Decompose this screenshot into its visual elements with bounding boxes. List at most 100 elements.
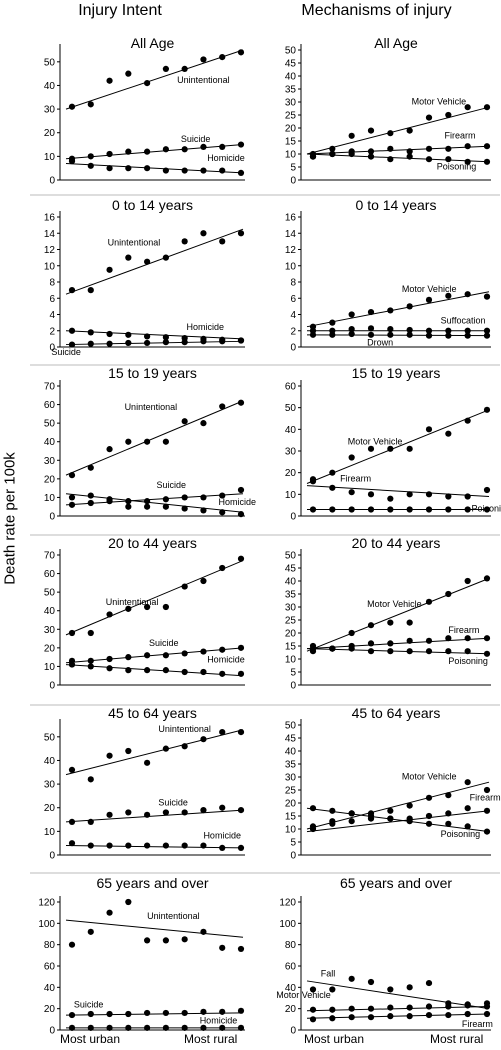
panel-intent-15-to-19-years-unintentional-point <box>237 399 245 406</box>
panel-mechanism-45-to-64-years-firearm-point <box>483 807 491 814</box>
panel-mechanism-65-years-and-over-y-tick-label: 20 <box>285 1004 297 1015</box>
panel-intent-15-to-19-years-unintentional-point <box>125 438 132 445</box>
panel-mechanism-20-to-44-years-y-tick-label: 45 <box>285 564 297 575</box>
panel-intent-45-to-64-years-unintentional-point <box>181 743 188 750</box>
panel-intent-45-to-64-years-y-tick-label: 40 <box>44 756 56 767</box>
panel-mechanism-all-age-y-tick-label: 10 <box>285 150 297 161</box>
panel-mechanism-65-years-and-over-firearm-trendline <box>306 1013 490 1019</box>
panel-mechanism-0-to-14-years-suffocation-point <box>483 327 491 334</box>
panel-intent-0-to-14-years-title: 0 to 14 years <box>112 197 193 213</box>
panel-mechanism-65-years-and-over-motor-vehicle-point <box>309 1006 317 1013</box>
panel-mechanism-all-age-motor-vehicle-point <box>445 111 452 119</box>
panel-mechanism-15-to-19-years-title: 15 to 19 years <box>352 365 441 381</box>
panel-mechanism-45-to-64-years-firearm-point <box>309 825 317 833</box>
panel-mechanism-20-to-44-years-motor-vehicle-point <box>425 598 433 605</box>
panel-intent-15-to-19-years-unintentional-point <box>144 438 151 445</box>
panel-intent-15-to-19-years-suicide-point <box>237 486 245 494</box>
panel-intent-20-to-44-years-title: 20 to 44 years <box>108 535 197 551</box>
panel-mechanism-all-age-y-tick-label: 20 <box>285 124 297 135</box>
panel-intent-0-to-14-years-suicide-point <box>181 339 188 346</box>
panel-mechanism-65-years-and-over-fall-trendline <box>306 980 490 1010</box>
panel-intent-65-years-and-over-homicide-point <box>200 1024 207 1031</box>
panel-mechanism-15-to-19-years-motor-vehicle-trendline <box>306 409 490 484</box>
panel-mechanism-15-to-19-years-motor-vehicle-point <box>445 430 452 437</box>
panel-intent-20-to-44-years-suicide-point <box>219 646 226 653</box>
panel-mechanism-20-to-44-years-firearm-point <box>425 637 433 644</box>
panel-intent-15-to-19-years-homicide-point <box>200 507 207 514</box>
panel-intent-45-to-64-years-suicide-point <box>162 809 169 816</box>
panel-mechanism-all-age-y-tick-label: 45 <box>285 59 297 70</box>
column-title-injury-intent: Injury Intent <box>78 2 162 19</box>
panel-mechanism-15-to-19-years-y-tick-label: 20 <box>285 468 297 479</box>
panel-mechanism-0-to-14-years-drown-point <box>464 332 471 339</box>
panel-intent-45-to-64-years-suicide-point <box>106 811 113 818</box>
panel-intent-15-to-19-years-y-tick-label: 20 <box>44 474 56 485</box>
panel-mechanism-45-to-64-years-poisoning-point <box>387 815 394 822</box>
panel-mechanism-15-to-19-years-poisoning-point <box>483 506 491 513</box>
panel-intent-0-to-14-years-y-tick-label: 14 <box>44 229 56 240</box>
panel-mechanism-15-to-19-years-firearm-point <box>329 484 336 491</box>
panel-mechanism-45-to-64-years-y-tick-label: 10 <box>285 825 297 836</box>
panel-intent-15-to-19-years-suicide-point <box>68 501 76 508</box>
panel-mechanism-20-to-44-years-y-tick-label: 25 <box>285 616 297 627</box>
panel-mechanism-45-to-64-years-firearm-point <box>348 818 355 825</box>
panel-intent-45-to-64-years-suicide-point <box>200 806 207 814</box>
panel-mechanism-20-to-44-years-y-tick-label: 30 <box>285 603 297 614</box>
panel-mechanism-0-to-14-years-drown-point <box>445 332 452 339</box>
panel-intent-65-years-and-over-y-tick-label: 40 <box>44 983 56 994</box>
panel-mechanism-0-to-14-years-drown-trendline <box>306 334 490 337</box>
panel-mechanism-0-to-14-years-motor-vehicle-point <box>445 292 452 299</box>
panel-intent-all-age-unintentional-point <box>144 79 151 87</box>
panel-intent-20-to-44-years-y-tick-label: 50 <box>44 588 56 599</box>
panel-intent-45-to-64-years-suicide-trendline <box>65 809 244 823</box>
panel-intent-65-years-and-over-suicide-point <box>237 1007 245 1014</box>
panel-mechanism-20-to-44-years-motor-vehicle-label: Motor Vehicle <box>367 599 422 609</box>
panel-intent-0-to-14-years-unintentional-point <box>87 287 94 294</box>
panel-mechanism-0-to-14-years-motor-vehicle-point <box>387 307 394 314</box>
panel-mechanism-0-to-14-years-suffocation-point <box>445 327 452 334</box>
x-category-left-col-urban: Most urban <box>60 1032 121 1046</box>
panel-intent-65-years-and-over-suicide-label: Suicide <box>74 1000 104 1010</box>
panel-mechanism-20-to-44-years-y-tick-label: 5 <box>290 668 296 679</box>
panel-intent-0-to-14-years-homicide-point <box>162 334 169 341</box>
panel-mechanism-all-age-firearm-point <box>367 148 375 155</box>
panel-mechanism-all-age-y-tick-label: 25 <box>285 111 297 122</box>
panel-mechanism-0-to-14-years-suffocation-point <box>464 327 471 334</box>
panel-mechanism-45-to-64-years-motor-vehicle-point <box>425 794 433 801</box>
panel-intent-65-years-and-over-homicide-point <box>181 1024 188 1031</box>
panel-mechanism-65-years-and-over-motor-vehicle-point <box>348 1005 355 1012</box>
panel-intent-65-years-and-over-unintentional-trendline <box>65 919 244 938</box>
panel-mechanism-15-to-19-years-firearm-point <box>483 486 491 494</box>
panel-mechanism-0-to-14-years-drown-label: Drown <box>367 337 393 347</box>
panel-intent-20-to-44-years-unintentional-point <box>200 577 207 585</box>
panel-intent-0-to-14-years-homicide-trendline <box>65 330 244 340</box>
panel-mechanism-65-years-and-over-motor-vehicle-point <box>329 1006 336 1013</box>
panel-intent-45-to-64-years-suicide-point <box>237 806 245 814</box>
panel-mechanism-all-age-poisoning-point <box>387 156 394 163</box>
panel-mechanism-all-age-poisoning-point <box>309 153 317 160</box>
panel-intent-45-to-64-years-unintentional-point <box>106 752 113 759</box>
panel-mechanism-0-to-14-years-suffocation-point <box>367 325 375 332</box>
panel-intent-65-years-and-over-suicide-point <box>106 1010 113 1018</box>
panel-intent-15-to-19-years-homicide-point <box>125 503 132 510</box>
panel-intent-65-years-and-over-homicide-point <box>125 1024 132 1031</box>
panel-mechanism-65-years-and-over-firearm-point <box>367 1014 375 1021</box>
panel-mechanism-all-age-motor-vehicle-trendline <box>306 106 490 155</box>
panel-mechanism-65-years-and-over-fall-point <box>348 975 355 982</box>
panel-intent-45-to-64-years-unintentional-point <box>237 728 245 736</box>
panel-intent-45-to-64-years-unintentional-point <box>200 736 207 743</box>
panel-mechanism-65-years-and-over-motor-vehicle-point <box>367 1005 375 1012</box>
panel-intent-15-to-19-years-unintentional-point <box>219 403 226 410</box>
panel-intent-0-to-14-years-y-tick-label: 6 <box>49 294 55 305</box>
panel-intent-65-years-and-over-unintentional-point <box>200 928 207 935</box>
panel-mechanism-20-to-44-years-firearm-point <box>483 635 491 642</box>
panel-intent-15-to-19-years-homicide-point <box>144 503 151 510</box>
panel-intent-all-age-unintentional-label: Unintentional <box>177 75 230 85</box>
panel-mechanism-15-to-19-years-motor-vehicle-point <box>348 454 355 461</box>
panel-intent-all-age-homicide-point <box>106 165 113 172</box>
panel-mechanism-all-age-poisoning-point <box>425 156 433 163</box>
panel-mechanism-all-age-poisoning-point <box>348 150 355 158</box>
panel-intent-65-years-and-over-unintentional-point <box>144 937 151 944</box>
panel-intent-20-to-44-years-unintentional-point <box>87 629 94 637</box>
